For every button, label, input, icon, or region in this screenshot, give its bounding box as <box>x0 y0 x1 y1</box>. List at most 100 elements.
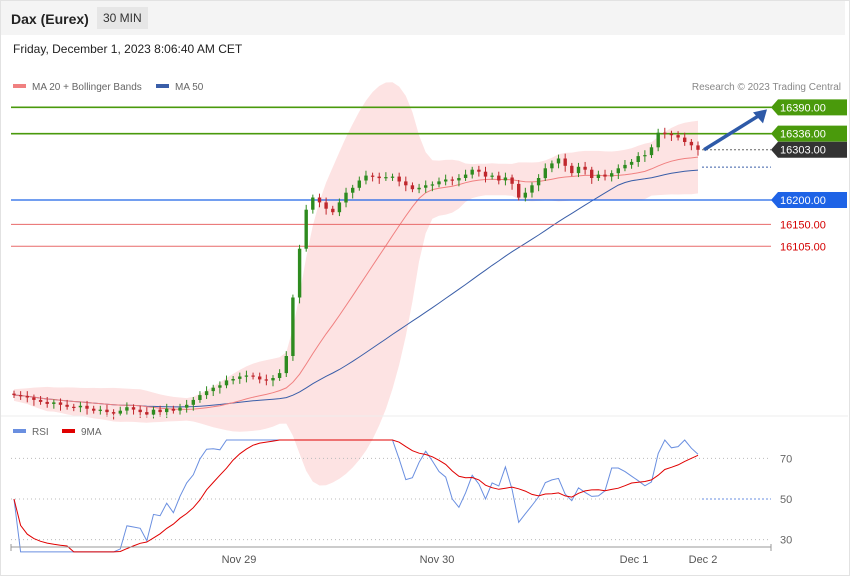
candle-body <box>145 412 149 415</box>
candle-body <box>52 402 56 404</box>
candle-body <box>38 399 43 402</box>
candle-body <box>344 192 348 203</box>
candle-body <box>510 177 514 184</box>
candle-body <box>138 409 142 413</box>
candle-body <box>304 209 308 249</box>
chart-header: Dax (Eurex) 30 MIN <box>1 1 845 35</box>
candle-body <box>450 179 454 181</box>
candle-body <box>676 135 680 138</box>
candle-body <box>264 379 268 381</box>
candle-body <box>111 412 116 414</box>
candle-body <box>550 163 554 169</box>
resistance-label-16390.00: 16390.00 <box>780 102 826 114</box>
candle-body <box>45 401 49 404</box>
candle-body <box>271 378 275 381</box>
candle-body <box>503 177 508 181</box>
rsi-level-label-70: 70 <box>780 453 792 465</box>
timeframe-badge[interactable]: 30 MIN <box>97 7 148 29</box>
candle-body <box>397 176 401 182</box>
candle-body <box>185 404 189 408</box>
candle-body <box>231 379 235 381</box>
candle-body <box>25 396 29 398</box>
candle-body <box>523 192 527 198</box>
ma20-line <box>13 156 699 410</box>
candle-body <box>85 405 89 409</box>
candle-body <box>78 405 83 408</box>
ma20-legend-swatch <box>13 84 26 88</box>
candle-body <box>297 248 302 298</box>
candle-body <box>556 158 561 164</box>
candle-body <box>357 180 361 188</box>
candle-body <box>317 197 322 203</box>
candle-body <box>370 175 375 177</box>
candle-body <box>218 385 222 388</box>
candle-body <box>291 297 295 356</box>
candle-body <box>417 187 421 190</box>
candle-body <box>337 202 342 213</box>
candle-body <box>284 356 288 374</box>
candle-body <box>178 407 182 411</box>
rsi-level-label-50: 50 <box>780 494 792 506</box>
current-price-label: 16303.00 <box>780 145 826 157</box>
candle-body <box>669 133 674 136</box>
candle-body <box>165 408 169 413</box>
candle-body <box>570 165 574 174</box>
candle-body <box>224 380 229 386</box>
copyright-text: Research © 2023 Trading Central <box>692 82 841 93</box>
candle-body <box>258 376 262 380</box>
candle-body <box>536 178 541 186</box>
resistance-tag-16336.00 <box>771 125 847 142</box>
candle-body <box>384 177 388 179</box>
candle-body <box>158 409 162 413</box>
candle-body <box>277 373 282 378</box>
candle-body <box>643 155 647 157</box>
candle-body <box>351 187 355 193</box>
candle-body <box>543 168 547 179</box>
candle-body <box>623 164 627 169</box>
candle-body <box>444 179 448 182</box>
candle-body <box>131 407 136 410</box>
candle-body <box>649 147 654 156</box>
candle-body <box>125 407 129 411</box>
rsi-pane: 70 50 30 <box>11 439 792 553</box>
candle-body <box>563 158 567 166</box>
candle-body <box>437 181 441 185</box>
candle-body <box>238 376 242 379</box>
candle-body <box>463 174 468 178</box>
candle-body <box>65 404 69 407</box>
candle-body <box>171 408 176 411</box>
ma20-legend-label: MA 20 + Bollinger Bands <box>32 82 142 93</box>
candle-body <box>244 375 249 377</box>
pivot-label: 16200.00 <box>780 195 826 207</box>
candle-body <box>404 181 408 186</box>
price-pane: 16390.00 16336.00 16303.00 16200.00 16150.00… <box>11 82 847 486</box>
x-tick-label: Dec 1 <box>620 554 649 566</box>
candle-body <box>610 173 614 177</box>
bollinger-band <box>14 82 698 486</box>
candle-body <box>72 406 76 408</box>
candle-body <box>410 185 415 190</box>
candle-body <box>105 409 109 413</box>
candle-body <box>483 171 488 177</box>
candle-body <box>683 137 687 142</box>
candle-body <box>364 175 368 181</box>
current-price-tag <box>771 141 847 158</box>
support-label-16105.00: 16105.00 <box>780 241 826 253</box>
candle-body <box>191 399 195 405</box>
forecast-arrow-head <box>753 109 767 124</box>
candle-body <box>58 402 63 405</box>
rsi-ma-legend-label: 9MA <box>81 427 102 438</box>
candle-body <box>211 387 215 392</box>
candle-body <box>457 178 461 181</box>
candle-body <box>517 183 521 198</box>
rsi-ma-legend-swatch <box>62 429 75 433</box>
x-tick-label: Nov 30 <box>420 554 455 566</box>
pivot-tag <box>771 191 847 208</box>
rsi-legend-swatch <box>13 429 26 433</box>
x-tick-label: Nov 29 <box>222 554 257 566</box>
candle-body <box>151 409 156 415</box>
rsi-level-label-30: 30 <box>780 535 792 547</box>
x-tick-label: Dec 2 <box>689 554 718 566</box>
candle-body <box>311 197 315 210</box>
